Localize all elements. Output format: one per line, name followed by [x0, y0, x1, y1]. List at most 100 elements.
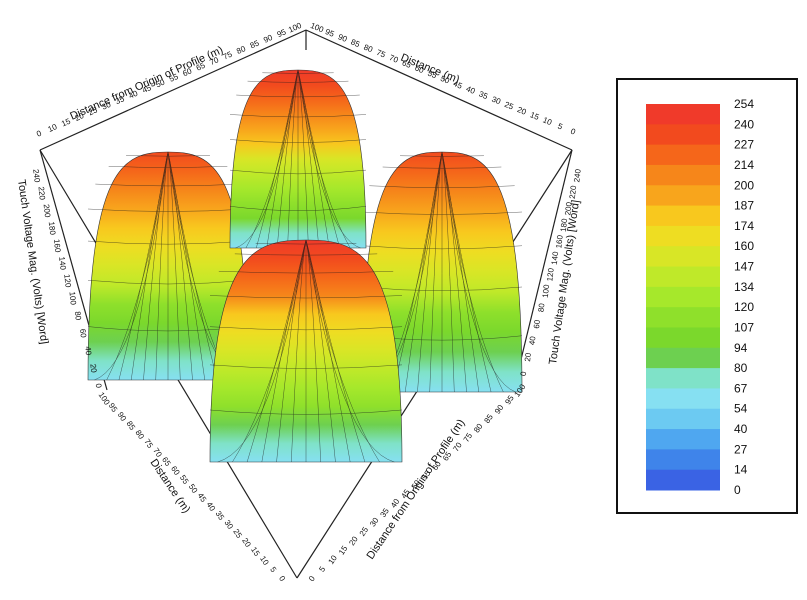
back-right-tick-label: 10 [542, 115, 554, 127]
colorbar-level-label: 27 [734, 442, 748, 456]
back-right-tick-label: 80 [362, 43, 374, 55]
back-left-tick-label: 65 [195, 61, 207, 73]
colorbar-band [646, 408, 720, 430]
front-left-tick-label: 35 [214, 509, 227, 522]
z-left-tick-label: 200 [42, 204, 52, 219]
back-left-tick-label: 75 [222, 49, 234, 61]
colorbar-level-label: 160 [734, 239, 754, 253]
back-right-tick-label: 25 [503, 100, 515, 112]
front-left-tick-label: 0 [277, 574, 287, 583]
colorbar-level-label: 0 [734, 483, 741, 497]
colorbar-labels: 254 240 227 214 200 187 174 160 147 134 120 107 94 80… [734, 97, 754, 497]
back-right-tick-label: 35 [478, 89, 490, 101]
back-right-tick-label: 95 [324, 27, 336, 39]
z-left-tick-label: 220 [36, 186, 46, 201]
colorbar-level-label: 94 [734, 341, 748, 355]
z-left-tick-label: 0 [94, 383, 103, 389]
front-left-tick-label: 25 [231, 527, 244, 540]
z-left-tick-label: 240 [31, 169, 41, 184]
axis-edge-0 [39, 29, 307, 151]
z-left-tick-label: 20 [88, 363, 98, 373]
back-right-tick-label: 45 [452, 79, 464, 91]
colorbar-band [646, 429, 720, 450]
back-right-tick-label: 20 [516, 105, 528, 117]
back-left-tick-label: 80 [235, 44, 247, 56]
back-left-tick-label: 45 [141, 83, 153, 95]
back-left-tick-label: 50 [154, 77, 166, 89]
front-left-tick-label: 45 [196, 491, 209, 504]
dome-back-mesh [229, 69, 367, 249]
colorbar-band [646, 246, 720, 268]
front-right-tick-label: 85 [483, 412, 496, 425]
color-legend: 254 240 227 214 200 187 174 160 147 134 120 107 94 80… [616, 78, 798, 514]
back-left-tick-label: 30 [100, 100, 112, 112]
back-right-tick-label: 0 [569, 127, 577, 137]
front-right-tick-label: 15 [337, 544, 350, 557]
front-left-tick-label: 15 [249, 545, 262, 558]
colorbar-level-label: 54 [734, 402, 748, 416]
back-left-tick-label: 15 [60, 116, 72, 128]
colorbar-level-label: 134 [734, 280, 754, 294]
colorbar-band [646, 327, 720, 349]
z-left-tick-label: 140 [57, 256, 67, 271]
front-left-tick-label: 40 [205, 500, 218, 513]
colorbar-band [646, 469, 720, 491]
back-left-tick-label: 55 [168, 72, 180, 84]
colorbar-level-label: 80 [734, 361, 748, 375]
back-left-tick-label: 40 [127, 89, 139, 101]
z-right-tick-label: 200 [563, 201, 573, 216]
back-right-tick-label: 40 [465, 84, 477, 96]
colorbar-level-label: 214 [734, 158, 754, 172]
colorbar-level-label: 107 [734, 320, 754, 334]
colorbar-band [646, 449, 720, 471]
axis-ticks: 0 10 15 20 25 30 35 40 45 50 55 60 65 70 75 80 85 90 95 100… [31, 21, 582, 584]
back-left-tick-label: 60 [181, 66, 193, 78]
colorbar-band [646, 347, 720, 369]
front-right-tick-label: 25 [358, 525, 371, 538]
colorbar-band [646, 164, 720, 186]
colorbar-level-label: 120 [734, 300, 754, 314]
colorbar-level-label: 14 [734, 463, 748, 477]
colorbar-band [646, 225, 720, 247]
colorbar-band [646, 144, 720, 166]
z-left-tick-label: 80 [73, 311, 83, 321]
colorbar-level-label: 40 [734, 422, 748, 436]
back-left-tick-label: 95 [276, 27, 288, 39]
z-right-tick-label: 60 [532, 319, 542, 329]
z-left-tick-label: 40 [83, 346, 93, 356]
back-right-tick-label: 75 [375, 48, 387, 60]
colorbar-level-label: 254 [734, 97, 754, 111]
front-right-tick-label: 30 [368, 516, 381, 529]
z-left-tick-label: 120 [62, 274, 72, 289]
z-right-tick-label: 80 [537, 302, 547, 312]
colorbar-band [646, 286, 720, 308]
colorbar-band [646, 307, 720, 328]
colorbar-band [646, 185, 720, 207]
front-left-tick-label: 50 [187, 482, 200, 495]
surface-mesh [87, 69, 523, 463]
colorbar-band [646, 368, 720, 389]
front-right-tick-label: 0 [307, 574, 317, 583]
back-right-tick-label: 60 [414, 63, 426, 75]
axis-edge-1 [305, 29, 573, 151]
z-right-tick-label: 180 [559, 218, 569, 233]
z-left-tick-label: 100 [67, 291, 77, 306]
front-left-tick-label: 30 [222, 518, 235, 531]
back-left-tick-label: 20 [74, 111, 86, 123]
front-right-tick-label: 80 [472, 422, 485, 435]
front-left-tick-label: 75 [142, 437, 155, 450]
colorbar-level-label: 67 [734, 381, 748, 395]
z-right-tick-label: 140 [550, 251, 560, 266]
back-right-tick-label: 90 [337, 32, 349, 44]
axis-label-front-left: Distance (m) [148, 457, 193, 515]
z-right-tick-label: 0 [519, 371, 528, 377]
back-right-tick-label: 15 [529, 110, 541, 122]
colorbar-band [646, 205, 720, 227]
front-right-tick-label: 20 [347, 534, 360, 547]
z-left-tick-label: 180 [47, 221, 57, 236]
colorbar-level-label: 240 [734, 117, 754, 131]
z-left-tick-label: 160 [52, 239, 62, 254]
back-left-tick-label: 90 [262, 33, 274, 45]
front-right-tick-label: 10 [327, 553, 340, 566]
